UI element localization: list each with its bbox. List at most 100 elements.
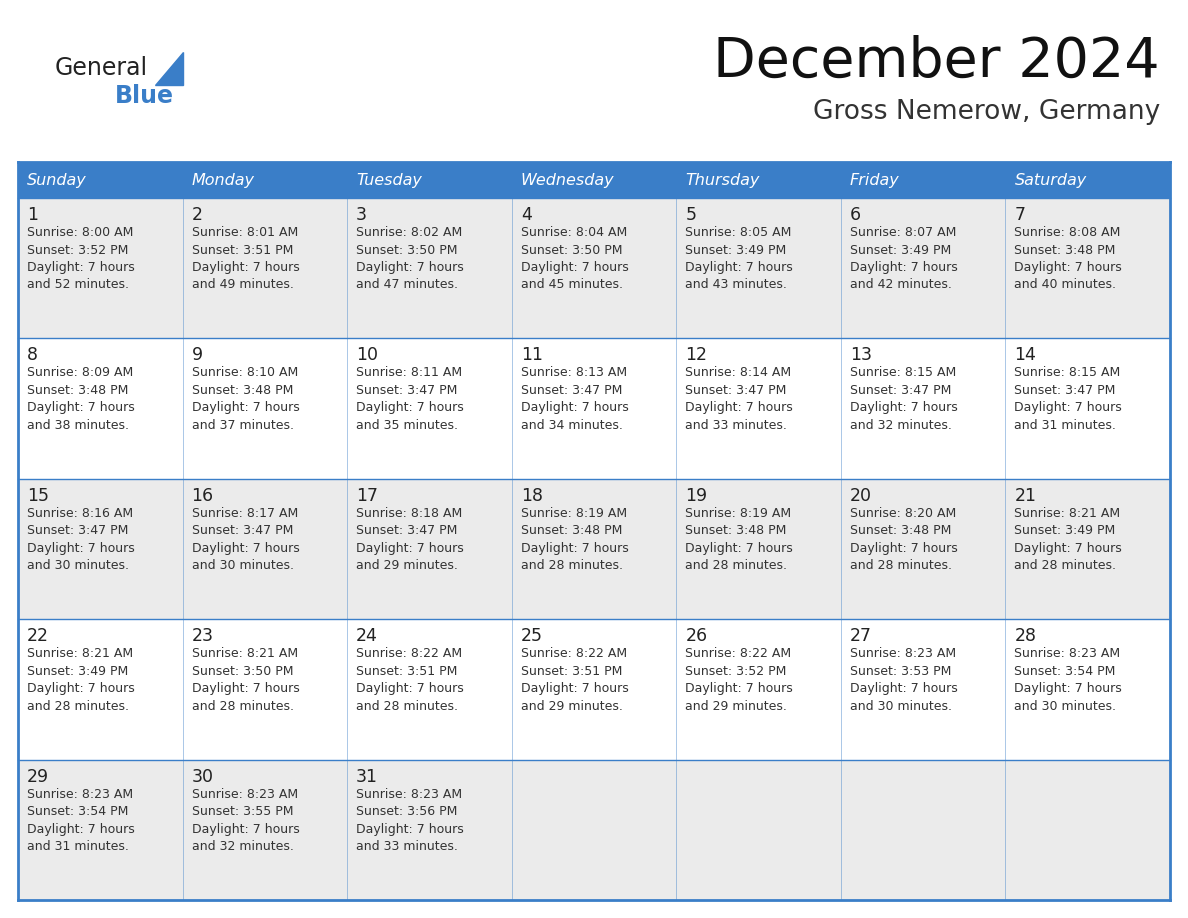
Text: Sunset: 3:51 PM: Sunset: 3:51 PM [191,243,293,256]
Text: and 28 minutes.: and 28 minutes. [685,559,788,572]
Text: Daylight: 7 hours: Daylight: 7 hours [685,542,794,554]
Text: 23: 23 [191,627,214,645]
Text: and 29 minutes.: and 29 minutes. [356,559,459,572]
Text: Daylight: 7 hours: Daylight: 7 hours [849,261,958,274]
Text: Sunrise: 8:11 AM: Sunrise: 8:11 AM [356,366,462,379]
Text: Sunrise: 8:22 AM: Sunrise: 8:22 AM [520,647,627,660]
Text: 14: 14 [1015,346,1036,364]
Text: Sunrise: 8:23 AM: Sunrise: 8:23 AM [849,647,956,660]
Text: Daylight: 7 hours: Daylight: 7 hours [849,682,958,695]
Text: 31: 31 [356,767,378,786]
Bar [18,162,1170,198]
Text: 26: 26 [685,627,707,645]
Text: Sunset: 3:51 PM: Sunset: 3:51 PM [520,665,623,677]
Text: and 33 minutes.: and 33 minutes. [685,419,788,431]
Text: Sunday: Sunday [27,173,87,187]
Text: Sunrise: 8:23 AM: Sunrise: 8:23 AM [191,788,298,800]
Text: 15: 15 [27,487,49,505]
Text: Daylight: 7 hours: Daylight: 7 hours [191,261,299,274]
Text: Wednesday: Wednesday [520,173,614,187]
Text: Sunrise: 8:23 AM: Sunrise: 8:23 AM [356,788,462,800]
Text: Sunrise: 8:00 AM: Sunrise: 8:00 AM [27,226,133,239]
Text: Sunrise: 8:22 AM: Sunrise: 8:22 AM [356,647,462,660]
Text: Sunrise: 8:10 AM: Sunrise: 8:10 AM [191,366,298,379]
Text: Daylight: 7 hours: Daylight: 7 hours [685,682,794,695]
Text: Gross Nemerow, Germany: Gross Nemerow, Germany [813,99,1159,125]
Text: Sunset: 3:49 PM: Sunset: 3:49 PM [27,665,128,677]
Text: 24: 24 [356,627,378,645]
Text: Daylight: 7 hours: Daylight: 7 hours [191,401,299,414]
Text: and 49 minutes.: and 49 minutes. [191,278,293,292]
Text: Daylight: 7 hours: Daylight: 7 hours [356,823,463,835]
Text: Sunset: 3:48 PM: Sunset: 3:48 PM [685,524,786,537]
Text: and 31 minutes.: and 31 minutes. [1015,419,1117,431]
Text: and 32 minutes.: and 32 minutes. [849,419,952,431]
Text: Saturday: Saturday [1015,173,1087,187]
Text: and 30 minutes.: and 30 minutes. [27,559,129,572]
Text: Sunset: 3:47 PM: Sunset: 3:47 PM [685,384,786,397]
Text: Sunset: 3:50 PM: Sunset: 3:50 PM [191,665,293,677]
Text: and 34 minutes.: and 34 minutes. [520,419,623,431]
Text: and 42 minutes.: and 42 minutes. [849,278,952,292]
Text: Daylight: 7 hours: Daylight: 7 hours [520,261,628,274]
Text: Sunrise: 8:17 AM: Sunrise: 8:17 AM [191,507,298,520]
Text: Sunrise: 8:07 AM: Sunrise: 8:07 AM [849,226,956,239]
Text: Sunset: 3:47 PM: Sunset: 3:47 PM [356,384,457,397]
Text: Daylight: 7 hours: Daylight: 7 hours [1015,682,1123,695]
Text: and 28 minutes.: and 28 minutes. [27,700,129,712]
Text: Sunrise: 8:05 AM: Sunrise: 8:05 AM [685,226,791,239]
Text: December 2024: December 2024 [713,35,1159,89]
Text: Daylight: 7 hours: Daylight: 7 hours [685,401,794,414]
Text: Daylight: 7 hours: Daylight: 7 hours [1015,542,1123,554]
Text: Daylight: 7 hours: Daylight: 7 hours [1015,261,1123,274]
Text: and 43 minutes.: and 43 minutes. [685,278,788,292]
Text: Daylight: 7 hours: Daylight: 7 hours [27,401,134,414]
Text: 17: 17 [356,487,378,505]
Text: 16: 16 [191,487,214,505]
Text: 2: 2 [191,206,203,224]
Text: and 29 minutes.: and 29 minutes. [520,700,623,712]
Text: Friday: Friday [849,173,899,187]
Text: Daylight: 7 hours: Daylight: 7 hours [27,542,134,554]
Text: Sunrise: 8:18 AM: Sunrise: 8:18 AM [356,507,462,520]
Text: Sunset: 3:48 PM: Sunset: 3:48 PM [27,384,128,397]
Text: and 45 minutes.: and 45 minutes. [520,278,623,292]
Text: 21: 21 [1015,487,1036,505]
Bar [18,198,1170,339]
Text: 22: 22 [27,627,49,645]
Bar [18,339,1170,479]
Text: and 28 minutes.: and 28 minutes. [849,559,952,572]
Bar [18,759,1170,900]
Text: Thursday: Thursday [685,173,759,187]
Text: 28: 28 [1015,627,1036,645]
Text: 30: 30 [191,767,214,786]
Text: 27: 27 [849,627,872,645]
Bar [18,479,1170,620]
Bar [18,620,1170,759]
Text: Daylight: 7 hours: Daylight: 7 hours [849,542,958,554]
Text: 25: 25 [520,627,543,645]
Text: Sunset: 3:55 PM: Sunset: 3:55 PM [191,805,293,818]
Text: Sunrise: 8:15 AM: Sunrise: 8:15 AM [849,366,956,379]
Text: Sunset: 3:47 PM: Sunset: 3:47 PM [27,524,128,537]
Text: Sunrise: 8:22 AM: Sunrise: 8:22 AM [685,647,791,660]
Text: Sunrise: 8:09 AM: Sunrise: 8:09 AM [27,366,133,379]
Text: Daylight: 7 hours: Daylight: 7 hours [191,542,299,554]
Text: Monday: Monday [191,173,254,187]
Text: Sunrise: 8:19 AM: Sunrise: 8:19 AM [520,507,627,520]
Text: 13: 13 [849,346,872,364]
Text: Blue: Blue [115,84,173,108]
Text: Sunset: 3:56 PM: Sunset: 3:56 PM [356,805,457,818]
Text: Daylight: 7 hours: Daylight: 7 hours [356,682,463,695]
Text: Sunset: 3:54 PM: Sunset: 3:54 PM [27,805,128,818]
Text: and 35 minutes.: and 35 minutes. [356,419,459,431]
Text: Sunset: 3:54 PM: Sunset: 3:54 PM [1015,665,1116,677]
Text: Sunset: 3:50 PM: Sunset: 3:50 PM [356,243,457,256]
Text: Sunset: 3:48 PM: Sunset: 3:48 PM [520,524,623,537]
Text: and 30 minutes.: and 30 minutes. [1015,700,1117,712]
Text: 6: 6 [849,206,861,224]
Text: Daylight: 7 hours: Daylight: 7 hours [685,261,794,274]
Text: and 30 minutes.: and 30 minutes. [849,700,952,712]
Text: Sunset: 3:47 PM: Sunset: 3:47 PM [1015,384,1116,397]
Text: 10: 10 [356,346,378,364]
